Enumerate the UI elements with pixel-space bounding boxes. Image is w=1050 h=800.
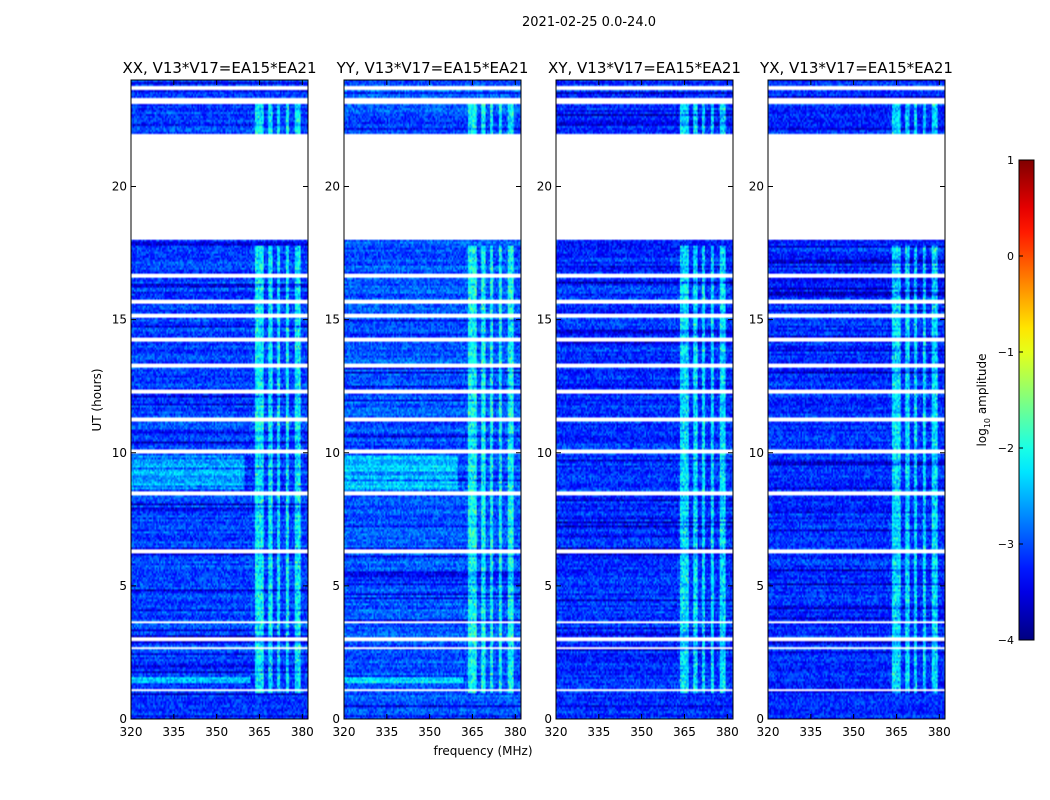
panel-frame — [555, 79, 734, 720]
y-tick-label: 0 — [544, 712, 552, 726]
y-tick-label: 15 — [749, 313, 764, 327]
x-tick-label: 380 — [716, 725, 739, 739]
y-tick-label: 0 — [756, 712, 764, 726]
panels-group: XX, V13*V17=EA15*EA21 320 335 350 365 380 0 5 10… — [112, 59, 953, 739]
x-tick-label: 335 — [587, 725, 610, 739]
x-tick-label: 320 — [545, 725, 568, 739]
panel-frame — [130, 79, 309, 720]
x-tick-label: 380 — [928, 725, 951, 739]
y-tick-label: 10 — [112, 446, 127, 460]
y-tick-label: 5 — [756, 579, 764, 593]
colorbar-gradient — [1018, 159, 1035, 641]
panel-frame — [767, 79, 946, 720]
colorbar-tick-label: 1 — [1007, 154, 1014, 167]
y-tick-label: 15 — [112, 313, 127, 327]
colorbar-tick-label: −4 — [998, 634, 1014, 647]
figure-suptitle: 2021-02-25 0.0-24.0 — [522, 15, 656, 30]
y-tick-label: 20 — [325, 180, 340, 194]
y-tick-label: 5 — [332, 579, 340, 593]
colorbar-tick-label: 0 — [1007, 250, 1014, 263]
y-tick-label: 0 — [119, 712, 127, 726]
colorbar-tick-label: −1 — [998, 346, 1014, 359]
x-tick-label: 335 — [162, 725, 185, 739]
spectrogram-raster — [556, 80, 733, 719]
x-tick-label: 380 — [291, 725, 314, 739]
x-tick-label: 350 — [842, 725, 865, 739]
y-tick-label: 5 — [544, 579, 552, 593]
panel-cross-3: YX, V13*V17=EA15*EA21 320 335 350 365 380 0 5 10… — [749, 59, 953, 739]
y-tick-label: 15 — [325, 313, 340, 327]
panel-frame — [343, 79, 522, 720]
colorbar-label: log10 amplitude — [975, 354, 992, 447]
y-tick-label: 20 — [537, 180, 552, 194]
panel-cross-2: XY, V13*V17=EA15*EA21 320 335 350 365 380 0 5 10… — [537, 59, 741, 739]
x-tick-label: 365 — [673, 725, 696, 739]
x-tick-label: 365 — [461, 725, 484, 739]
colorbar: 1 0 −1 −2 −3 −4 log10 amplitude — [975, 154, 1035, 647]
colorbar-tick-label: −3 — [998, 538, 1014, 551]
x-tick-label: 350 — [205, 725, 228, 739]
spectrogram-raster — [131, 80, 308, 719]
panel-title: XY, V13*V17=EA15*EA21 — [548, 59, 741, 77]
x-tick-label: 320 — [757, 725, 780, 739]
x-tick-label: 335 — [799, 725, 822, 739]
x-tick-label: 365 — [248, 725, 271, 739]
y-tick-label: 5 — [119, 579, 127, 593]
x-tick-label: 335 — [375, 725, 398, 739]
panel-title: YX, V13*V17=EA15*EA21 — [759, 59, 953, 77]
y-tick-label: 15 — [537, 313, 552, 327]
panel-title: YY, V13*V17=EA15*EA21 — [336, 59, 529, 77]
x-tick-label: 320 — [333, 725, 356, 739]
y-tick-label: 10 — [537, 446, 552, 460]
x-tick-label: 350 — [630, 725, 653, 739]
x-tick-label: 320 — [120, 725, 143, 739]
y-tick-label: 10 — [325, 446, 340, 460]
y-tick-label: 20 — [749, 180, 764, 194]
panel-yy-1: YY, V13*V17=EA15*EA21 320 335 350 365 380 0 5 10… — [325, 59, 529, 739]
panel-xx-0: XX, V13*V17=EA15*EA21 320 335 350 365 380 0 5 10… — [112, 59, 317, 739]
x-tick-label: 350 — [418, 725, 441, 739]
colorbar-tick-label: −2 — [998, 442, 1014, 455]
panel-title: XX, V13*V17=EA15*EA21 — [122, 59, 316, 77]
y-axis-label: UT (hours) — [90, 368, 104, 431]
spectrogram-raster — [768, 80, 945, 719]
spectrogram-raster — [344, 80, 521, 719]
x-tick-label: 365 — [885, 725, 908, 739]
x-axis-label: frequency (MHz) — [433, 744, 532, 758]
x-tick-label: 380 — [504, 725, 527, 739]
y-tick-label: 0 — [332, 712, 340, 726]
y-tick-label: 10 — [749, 446, 764, 460]
y-tick-label: 20 — [112, 180, 127, 194]
